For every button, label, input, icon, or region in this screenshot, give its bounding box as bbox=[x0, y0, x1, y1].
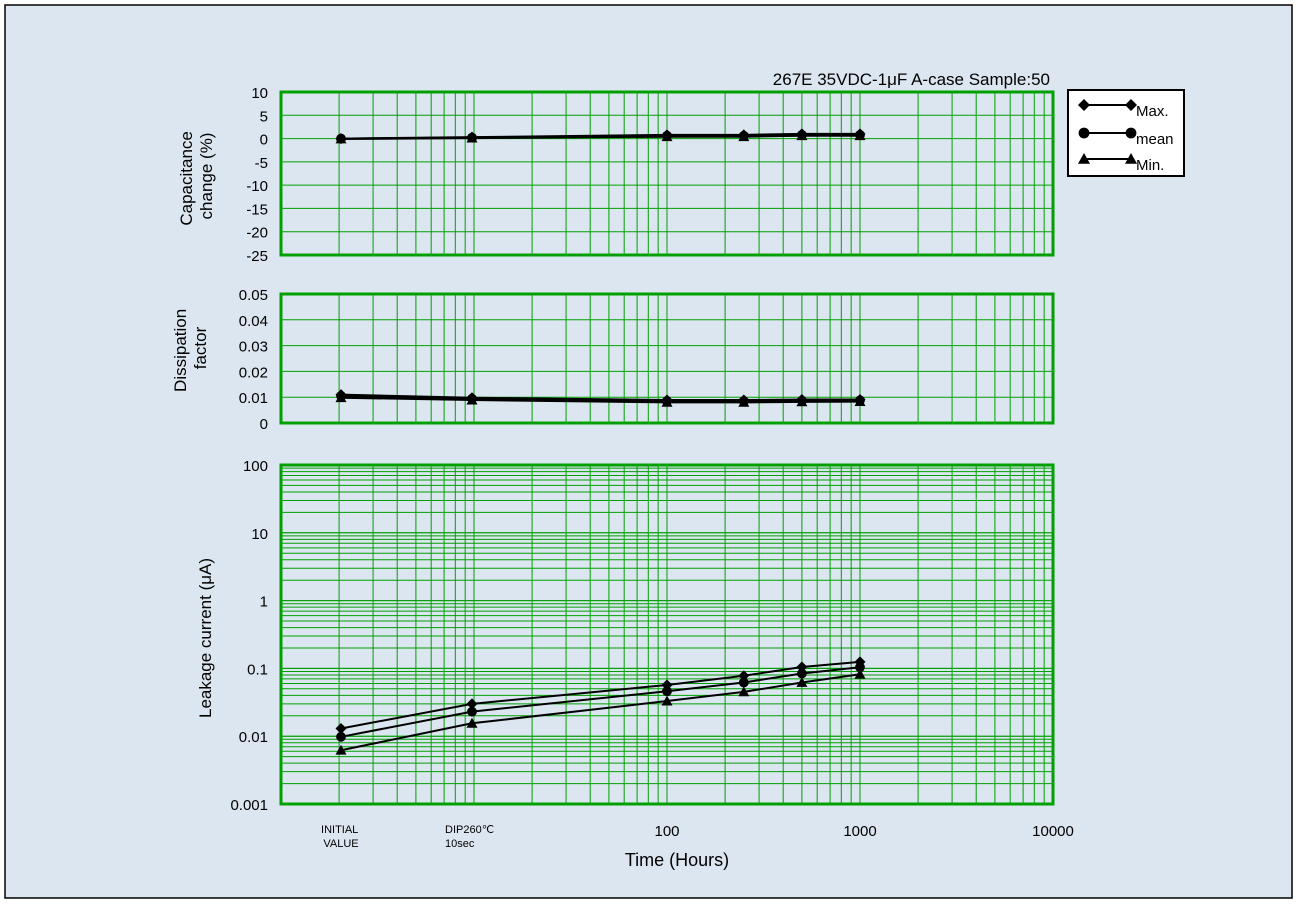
series-line-min bbox=[340, 396, 861, 404]
marker-triangle bbox=[738, 396, 750, 407]
y-tick-label: 0.02 bbox=[239, 364, 268, 381]
marker-triangle bbox=[335, 133, 347, 144]
y-tick-label: -25 bbox=[246, 248, 268, 265]
y-tick-label: -15 bbox=[246, 201, 268, 218]
marker-triangle bbox=[738, 131, 750, 142]
marker-triangle bbox=[466, 717, 478, 728]
y-tick-label: 10 bbox=[251, 85, 268, 102]
marker-circle bbox=[1078, 127, 1090, 139]
marker-triangle bbox=[335, 392, 347, 403]
legend-label-max: Max. bbox=[1136, 103, 1169, 120]
marker-triangle bbox=[661, 695, 673, 706]
marker-circle bbox=[1125, 127, 1137, 139]
marker-circle bbox=[467, 706, 477, 717]
marker-circle bbox=[855, 662, 865, 673]
marker-triangle bbox=[854, 130, 866, 141]
series-line-min bbox=[340, 673, 861, 752]
y-tick-label: 0.001 bbox=[230, 797, 268, 814]
legend: Max. mean Min. bbox=[1067, 89, 1185, 177]
marker-triangle bbox=[796, 676, 808, 687]
plot-frame bbox=[279, 292, 1055, 425]
marker-triangle bbox=[661, 131, 673, 142]
capacitance-ylabel: Capacitance change (%) bbox=[177, 126, 216, 225]
y-tick-label: 0.05 bbox=[239, 287, 268, 304]
marker-triangle bbox=[661, 396, 673, 407]
marker-triangle bbox=[466, 394, 478, 405]
x-tick-1000: 1000 bbox=[843, 823, 876, 840]
series-line-max bbox=[340, 660, 861, 730]
y-tick-label: 0.04 bbox=[239, 313, 268, 330]
marker-circle bbox=[797, 668, 807, 679]
marker-triangle bbox=[854, 668, 866, 679]
y-tick-label: 0 bbox=[260, 416, 268, 433]
y-tick-label: 0.01 bbox=[239, 729, 268, 746]
marker-triangle bbox=[796, 396, 808, 407]
y-tick-label: 0 bbox=[260, 132, 268, 149]
y-tick-label: -10 bbox=[246, 178, 268, 195]
plot-frame bbox=[279, 90, 1055, 257]
x-tick-100: 100 bbox=[654, 823, 679, 840]
y-tick-label: 1 bbox=[260, 594, 268, 611]
y-tick-label: -5 bbox=[255, 155, 268, 172]
leakage-ylabel: Leakage current (μA) bbox=[196, 558, 215, 718]
marker-diamond bbox=[335, 722, 347, 734]
marker-circle bbox=[336, 731, 346, 742]
marker-triangle bbox=[466, 132, 478, 143]
y-tick-label: 0.01 bbox=[239, 390, 268, 407]
leakage-panel: 100 10 1 0.1 0.01 0.001 Leakage current (μA) bbox=[196, 458, 1055, 814]
y-tick-label: -20 bbox=[246, 225, 268, 242]
marker-triangle bbox=[335, 744, 347, 755]
marker-circle bbox=[662, 686, 672, 697]
x-tick-initial: INITIAL VALUE bbox=[321, 824, 361, 850]
y-tick-label: 100 bbox=[243, 458, 268, 475]
y-tick-label: 5 bbox=[260, 108, 268, 125]
marker-diamond bbox=[1078, 99, 1090, 111]
marker-triangle bbox=[796, 130, 808, 141]
series-line-min bbox=[340, 134, 860, 141]
dissipation-ylabel: Dissipation factor bbox=[171, 304, 210, 392]
series-line-mean bbox=[340, 666, 861, 738]
y-tick-label: 0.1 bbox=[247, 661, 268, 678]
capacitance-panel: 10 5 0 -5 -10 -15 -20 -25 Capacitance change (%… bbox=[177, 85, 1055, 265]
dissipation-panel: 0.05 0.04 0.03 0.02 0.01 0 Dissipation factor bbox=[171, 287, 1055, 433]
marker-triangle bbox=[854, 396, 866, 406]
marker-diamond bbox=[1125, 99, 1137, 111]
legend-label-mean: mean bbox=[1136, 131, 1174, 148]
plot-frame bbox=[279, 463, 1055, 806]
chart-subtitle: 267E 35VDC-1μF A-case Sample:50 bbox=[773, 70, 1050, 89]
marker-circle bbox=[738, 677, 749, 688]
x-tick-dip: DIP260℃ 10sec bbox=[445, 824, 497, 850]
x-axis-label: Time (Hours) bbox=[625, 850, 729, 870]
marker-triangle bbox=[1125, 153, 1137, 164]
legend-label-min: Min. bbox=[1136, 157, 1164, 174]
y-tick-label: 10 bbox=[251, 526, 268, 543]
x-tick-10000: 10000 bbox=[1032, 823, 1074, 840]
x-axis: INITIAL VALUE DIP260℃ 10sec 100 1000 100… bbox=[321, 823, 1074, 870]
series-line-mean bbox=[340, 394, 861, 403]
marker-triangle bbox=[738, 686, 750, 697]
y-tick-label: 0.03 bbox=[239, 339, 268, 356]
marker-triangle bbox=[1078, 153, 1090, 164]
marker-diamond bbox=[466, 698, 478, 710]
